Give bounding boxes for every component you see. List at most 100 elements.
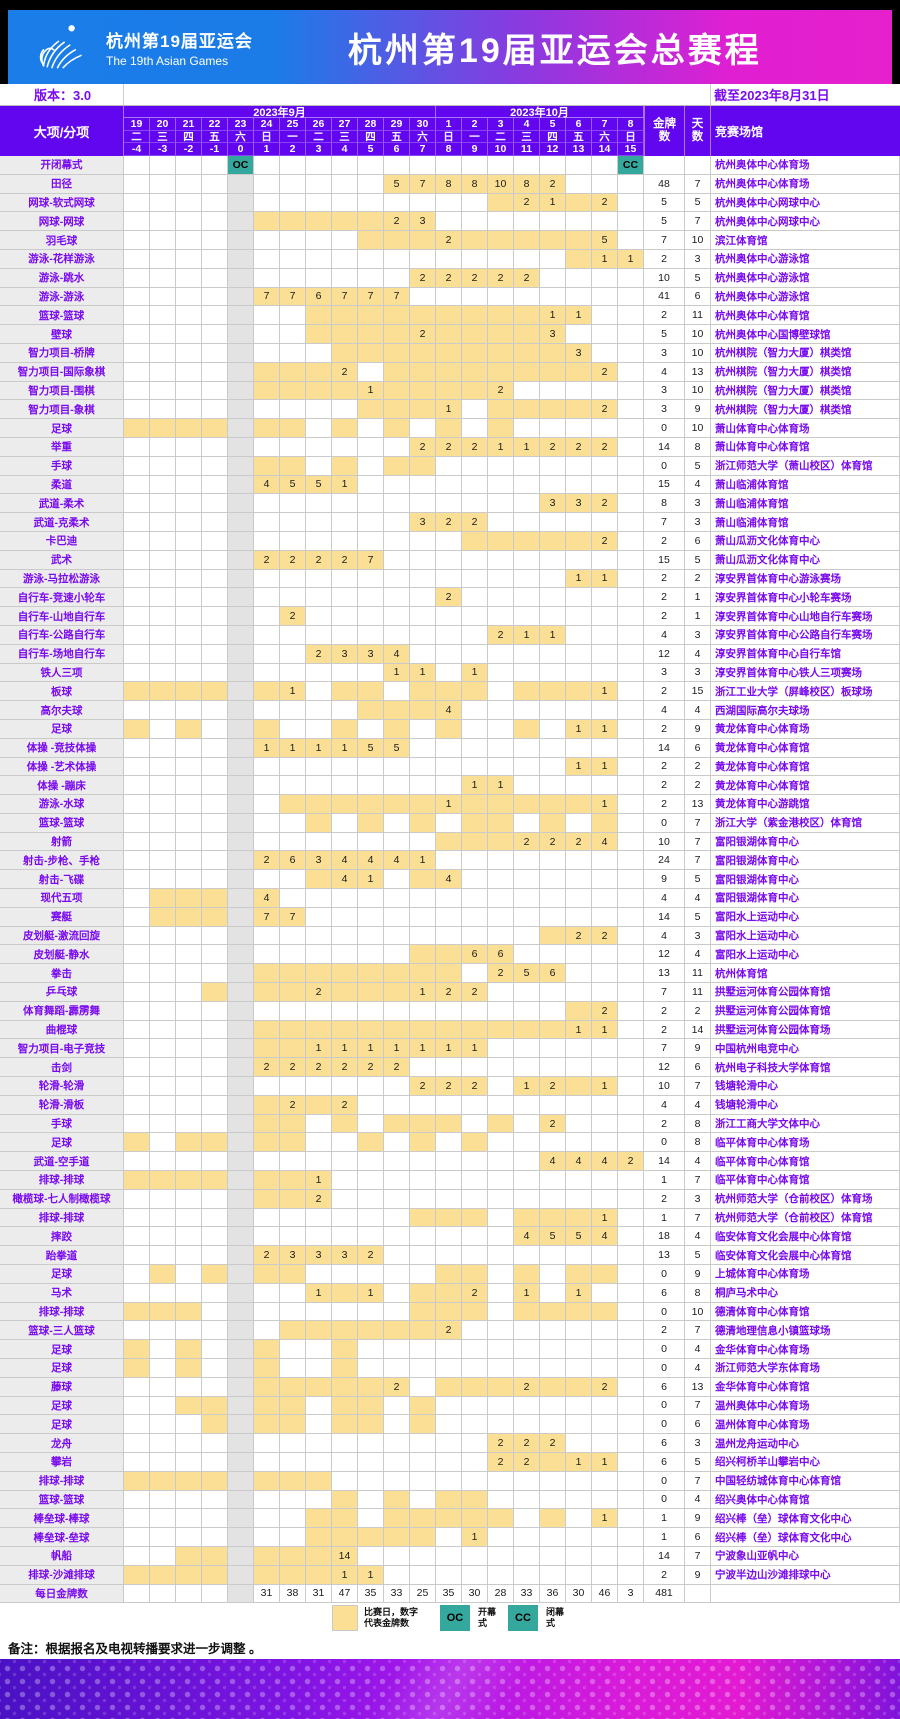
sport-name: 手球 bbox=[0, 456, 124, 476]
schedule-cell bbox=[488, 193, 514, 213]
schedule-cell bbox=[462, 1189, 488, 1209]
days-count: 9 bbox=[685, 400, 711, 420]
schedule-cell bbox=[280, 193, 306, 213]
days-count: 6 bbox=[685, 738, 711, 758]
schedule-cell bbox=[462, 156, 488, 175]
schedule-cell bbox=[254, 1039, 280, 1059]
schedule-cell bbox=[514, 1058, 540, 1078]
schedule-cell bbox=[488, 832, 514, 852]
logo-subtitle: The 19th Asian Games bbox=[106, 53, 229, 68]
table-row: 网球-网球 2 3 5 7 杭州奥体中心网球中心 bbox=[0, 212, 900, 232]
schedule-cell bbox=[410, 231, 436, 250]
schedule-cell bbox=[462, 531, 488, 551]
schedule-cell bbox=[540, 1415, 566, 1435]
schedule-cell bbox=[514, 400, 540, 420]
schedule-cell bbox=[540, 400, 566, 420]
schedule-cell bbox=[124, 644, 150, 664]
schedule-cell: 1 bbox=[306, 1171, 332, 1190]
days-count: 10 bbox=[685, 325, 711, 344]
schedule-cell bbox=[306, 1227, 332, 1247]
schedule-cell bbox=[566, 419, 592, 438]
schedule-cell bbox=[176, 193, 202, 213]
schedule-cell bbox=[436, 964, 462, 984]
schedule-cell bbox=[488, 306, 514, 326]
schedule-cell bbox=[488, 1302, 514, 1322]
schedule-cell: 1 bbox=[436, 795, 462, 814]
weekday-cell: 四 bbox=[176, 130, 202, 144]
days-count: 9 bbox=[685, 1509, 711, 1529]
schedule-cell bbox=[592, 738, 618, 758]
schedule-cell bbox=[150, 494, 176, 514]
schedule-cell bbox=[280, 1227, 306, 1247]
schedule-cell bbox=[514, 419, 540, 438]
schedule-cell: 6 bbox=[280, 851, 306, 871]
day-indices-row: -4 -3 -2 -1 0 1 2 3 4 5 6 7 8 9 10 11 12 13 14 15 bbox=[124, 143, 644, 156]
sport-name: 武术 bbox=[0, 550, 124, 570]
schedule-cell bbox=[280, 1020, 306, 1040]
sport-name: 篮球-篮球 bbox=[0, 813, 124, 833]
venue: 萧山瓜沥文化体育中心 bbox=[711, 550, 900, 570]
logo-title: 杭州第19届亚运会 bbox=[106, 31, 253, 51]
schedule-cell bbox=[566, 813, 592, 833]
schedule-cell bbox=[176, 625, 202, 645]
schedule-cell bbox=[306, 1528, 332, 1547]
schedule-cell bbox=[254, 231, 280, 250]
schedule-cell bbox=[176, 588, 202, 608]
table-row: 铁人三项 1 1 1 3 3 淳安界首体育中心铁人三项赛场 bbox=[0, 663, 900, 683]
schedule-cell bbox=[150, 1020, 176, 1040]
schedule-cell bbox=[228, 231, 254, 250]
schedule-cell bbox=[410, 682, 436, 702]
schedule-cell bbox=[254, 1020, 280, 1040]
schedule-cell bbox=[462, 1546, 488, 1566]
sport-name: 武道-克柔术 bbox=[0, 513, 124, 532]
schedule-cell bbox=[202, 1509, 228, 1529]
schedule-cell bbox=[514, 325, 540, 344]
schedule-cell bbox=[488, 1114, 514, 1134]
schedule-cell bbox=[124, 757, 150, 777]
schedule-cell: 1 bbox=[384, 1039, 410, 1059]
table-row: 武道-柔术 3 3 2 8 3 萧山临浦体育馆 bbox=[0, 494, 900, 514]
schedule-cell bbox=[566, 776, 592, 796]
schedule-cell bbox=[358, 437, 384, 457]
schedule-cell: 4 bbox=[514, 1227, 540, 1247]
table-row: 排球-排球 0 7 中国轻纺城体育中心体育馆 bbox=[0, 1471, 900, 1491]
schedule-cell bbox=[176, 1283, 202, 1303]
schedule-cell bbox=[332, 174, 358, 194]
table-row: 排球-排球 0 10 德清体育中心体育馆 bbox=[0, 1302, 900, 1322]
schedule-cell bbox=[228, 607, 254, 626]
schedule-cell bbox=[228, 550, 254, 570]
venue: 富阳银湖体育中心 bbox=[711, 832, 900, 852]
schedule-cell bbox=[176, 306, 202, 326]
days-count: 3 bbox=[685, 926, 711, 946]
sport-name: 现代五项 bbox=[0, 889, 124, 908]
schedule-cell bbox=[306, 964, 332, 984]
schedule-cell bbox=[306, 1340, 332, 1359]
schedule-cell bbox=[176, 550, 202, 570]
schedule-cell bbox=[176, 174, 202, 194]
schedule-cell bbox=[436, 494, 462, 514]
schedule-cell bbox=[176, 1490, 202, 1510]
gold-count: 0 bbox=[644, 1265, 685, 1284]
fan-emblem-icon bbox=[39, 25, 82, 69]
days-count: 7 bbox=[685, 1546, 711, 1566]
schedule-cell bbox=[592, 1490, 618, 1510]
schedule-cell bbox=[306, 531, 332, 551]
schedule-cell: 4 bbox=[592, 1152, 618, 1172]
schedule-cell bbox=[540, 381, 566, 401]
schedule-cell bbox=[540, 456, 566, 476]
schedule-cell bbox=[618, 964, 644, 984]
schedule-cell bbox=[384, 550, 410, 570]
schedule-cell bbox=[384, 588, 410, 608]
schedule-cell bbox=[176, 1001, 202, 1021]
date-cell: 29 bbox=[384, 118, 410, 131]
schedule-cell bbox=[176, 325, 202, 344]
schedule-cell bbox=[202, 1246, 228, 1266]
schedule-cell bbox=[332, 776, 358, 796]
schedule-cell bbox=[436, 1283, 462, 1303]
schedule-cell bbox=[566, 907, 592, 927]
sport-name: 赛艇 bbox=[0, 907, 124, 927]
schedule-cell bbox=[358, 907, 384, 927]
schedule-cell bbox=[176, 851, 202, 871]
gold-count: 4 bbox=[644, 362, 685, 382]
schedule-cell bbox=[618, 813, 644, 833]
